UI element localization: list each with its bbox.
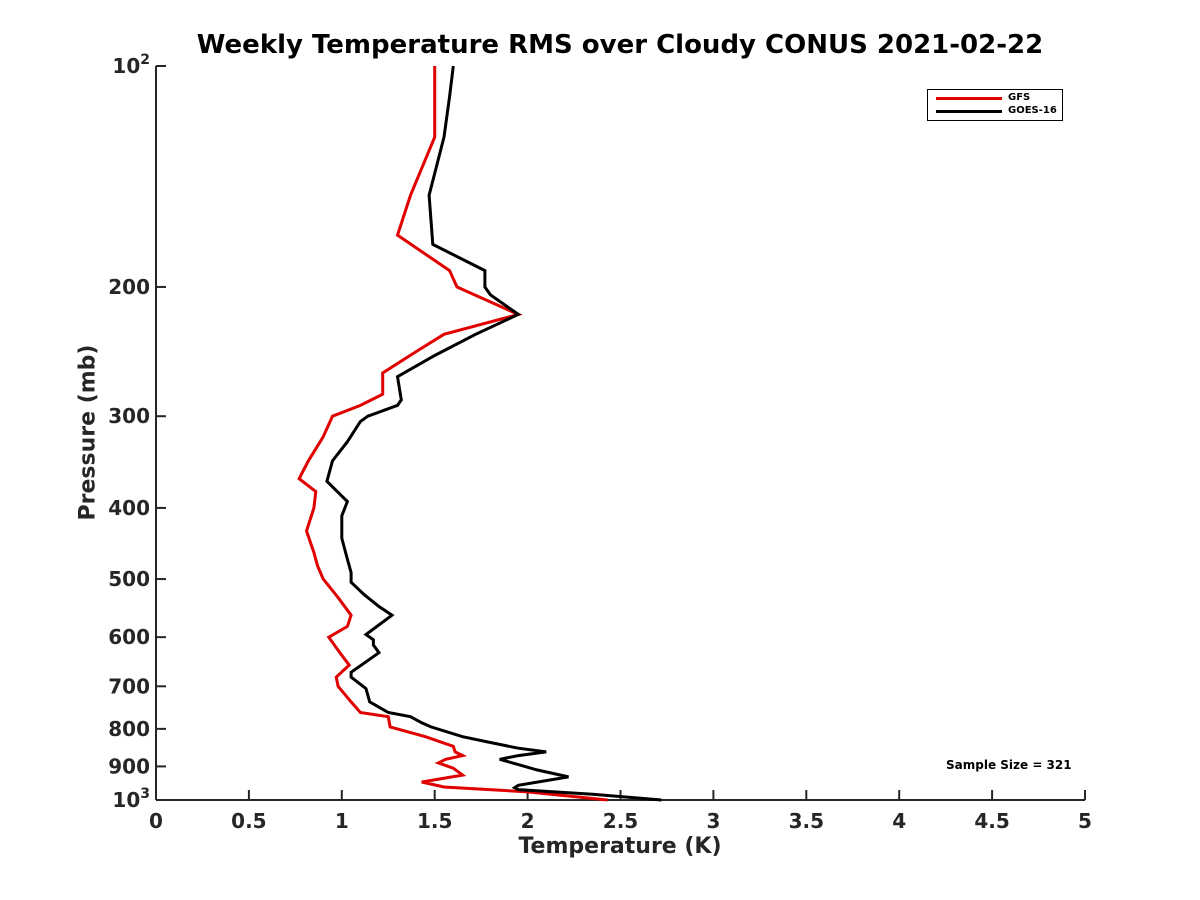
y-tick-label: 600 — [108, 625, 150, 649]
series-layer — [297, 65, 662, 802]
y-tick-label: 300 — [108, 404, 150, 428]
x-tick-label: 1.5 — [417, 809, 452, 833]
y-tick-label-base: 500 — [108, 567, 150, 591]
y-tick-label: 900 — [108, 754, 150, 778]
series-line-gfs — [297, 66, 608, 802]
y-tick-label-base: 300 — [108, 404, 150, 428]
legend: GFS GOES-16 — [927, 89, 1063, 121]
x-tick-label: 3 — [706, 809, 720, 833]
legend-label-goes16: GOES-16 — [1008, 105, 1057, 116]
x-tick-label: 3.5 — [789, 809, 824, 833]
x-tick-label: 0 — [149, 809, 163, 833]
y-tick-label: 102 — [112, 52, 150, 78]
x-tick-label: 0.5 — [231, 809, 266, 833]
legend-swatch-goes16 — [936, 110, 1002, 113]
x-axis-label: Temperature (K) — [518, 834, 722, 859]
y-tick-label: 400 — [108, 496, 150, 520]
series-line-goes16 — [325, 65, 662, 802]
y-tick-label-base: 400 — [108, 496, 150, 520]
y-tick-label: 500 — [108, 567, 150, 591]
y-tick-label-base: 10 — [112, 788, 140, 812]
x-tick-label: 5 — [1078, 809, 1092, 833]
y-tick-label-base: 900 — [108, 754, 150, 778]
y-tick-label: 103 — [112, 786, 150, 812]
y-tick-label: 200 — [108, 275, 150, 299]
axes: 0 0.5 1 1.5 2 2.5 3 3.5 4 4.5 51022003004005006007… — [108, 52, 1092, 833]
chart-title: Weekly Temperature RMS over Cloudy CONUS… — [196, 30, 1044, 60]
y-tick-label-base: 700 — [108, 674, 150, 698]
x-tick-label: 4 — [892, 809, 906, 833]
legend-entry-goes16: GOES-16 — [936, 105, 1060, 117]
legend-swatch-gfs — [936, 97, 1002, 100]
y-tick-label: 800 — [108, 717, 150, 741]
y-tick-label: 700 — [108, 674, 150, 698]
y-axis-label: Pressure (mb) — [75, 344, 101, 521]
y-tick-label-base: 200 — [108, 275, 150, 299]
y-tick-label-base: 10 — [112, 54, 140, 78]
y-tick-label-base: 800 — [108, 717, 150, 741]
x-tick-label: 4.5 — [974, 809, 1009, 833]
y-tick-label-base: 600 — [108, 625, 150, 649]
legend-entry-gfs: GFS — [936, 92, 1060, 104]
y-tick-label-exponent: 2 — [140, 52, 150, 68]
y-tick-label-exponent: 3 — [140, 786, 150, 802]
x-tick-label: 2.5 — [603, 809, 638, 833]
x-tick-label: 2 — [521, 809, 535, 833]
sample-size-annotation: Sample Size = 321 — [946, 758, 1072, 772]
x-tick-label: 1 — [335, 809, 349, 833]
legend-label-gfs: GFS — [1008, 92, 1031, 103]
